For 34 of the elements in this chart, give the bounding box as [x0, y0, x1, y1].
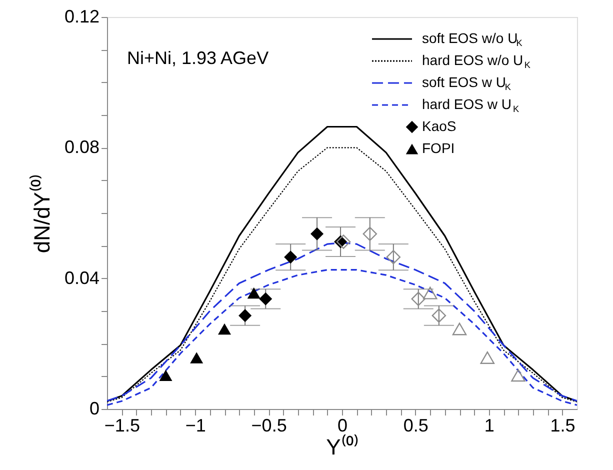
point	[432, 308, 446, 323]
point	[190, 352, 204, 364]
point	[411, 292, 426, 306]
point	[159, 370, 172, 381]
x-tick-label: −1	[185, 416, 206, 436]
line-series	[107, 269, 577, 406]
x-tick-label: 1.5	[550, 416, 576, 436]
y-tick-label: 0	[89, 398, 100, 418]
point	[284, 250, 298, 264]
point	[238, 309, 252, 322]
legend-label: FOPI	[422, 140, 455, 156]
point	[310, 227, 324, 240]
point	[259, 292, 272, 306]
y-tick-label: 0.12	[64, 6, 100, 26]
point	[362, 226, 378, 242]
y-tick-label: 0.08	[64, 137, 100, 158]
x-tick-label: 0	[337, 416, 348, 436]
x-tick-label: 1	[484, 416, 494, 436]
x-tick-label: 0.5	[403, 416, 428, 436]
point	[423, 286, 438, 300]
x-tick-label: −1.5	[104, 416, 140, 436]
legend-label: KaoS	[422, 118, 456, 134]
point	[480, 351, 495, 364]
point	[336, 234, 351, 249]
y-tick-label: 0.04	[64, 268, 100, 288]
point	[218, 323, 232, 335]
point	[511, 369, 526, 382]
annotation: Ni+Ni, 1.93 AGeV	[127, 48, 269, 68]
x-axis-title: Y⁽⁰⁾	[326, 434, 359, 460]
point	[247, 287, 260, 299]
point	[452, 322, 467, 336]
y-axis-title: dN/dY⁽⁰⁾	[29, 174, 54, 254]
point	[386, 250, 401, 264]
x-tick-label: −0.5	[251, 416, 287, 436]
